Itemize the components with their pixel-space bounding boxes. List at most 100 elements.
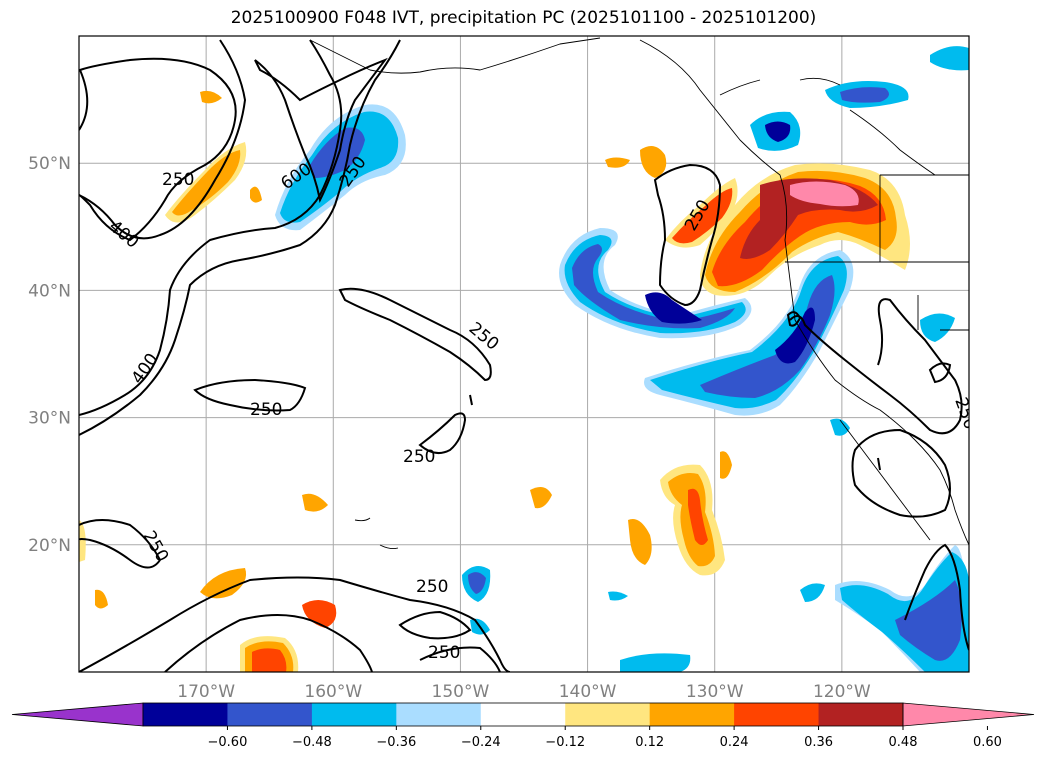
ivt-contour-400-main bbox=[79, 39, 401, 436]
colorbar-segment bbox=[565, 703, 651, 726]
precip-field-north2-blue bbox=[840, 87, 889, 103]
colorbar-tick-label: −0.24 bbox=[461, 735, 501, 750]
precip-negative-fields bbox=[275, 46, 969, 672]
contour-label: 250 bbox=[162, 170, 194, 190]
coastline bbox=[309, 37, 969, 550]
colorbar-frame bbox=[142, 702, 904, 727]
colorbar-tick-label: 0.36 bbox=[804, 735, 833, 750]
lon-tick-label: 130°W bbox=[686, 682, 744, 702]
precip-field-trop-c7 bbox=[920, 313, 955, 342]
map-panel bbox=[79, 36, 969, 672]
precip-field-trop7 bbox=[79, 520, 86, 562]
colorbar-segment bbox=[311, 703, 397, 726]
contour-label: 250 bbox=[403, 447, 435, 467]
precip-field-trop5 bbox=[530, 486, 552, 509]
colorbar-extend-high bbox=[902, 702, 1035, 727]
ivt-contour-small1 bbox=[928, 362, 952, 384]
colorbar-tick-label: 0.12 bbox=[635, 735, 664, 750]
colorbar-segment bbox=[396, 703, 482, 726]
precip-field-arc-blue bbox=[572, 244, 735, 329]
longitude-tick-labels: 170°W 160°W 150°W 140°W 130°W 120°W bbox=[177, 682, 871, 702]
ivt-contour-250-south bbox=[79, 576, 511, 672]
contour-label: 250 bbox=[428, 643, 460, 663]
ivt-contour-small2 bbox=[786, 311, 802, 327]
precip-field-trop-c1-blue bbox=[468, 572, 486, 594]
ivt-contour-250-ca bbox=[789, 298, 963, 435]
ivt-contour-small4 bbox=[877, 457, 881, 471]
precip-field-trop-c6 bbox=[830, 418, 850, 436]
precip-field-ca-blue bbox=[700, 275, 835, 398]
latitude-tick-labels: 50°N 40°N 30°N 20°N bbox=[28, 154, 71, 556]
precip-field-subtrop2 bbox=[628, 519, 652, 565]
map-content: 250 400 600 250 250 250 250 400 250 250 … bbox=[79, 36, 969, 672]
lon-tick-label: 150°W bbox=[432, 682, 490, 702]
ivt-contour-400-south2 bbox=[398, 610, 472, 640]
precip-field-spot-b bbox=[605, 157, 630, 168]
lat-tick-label: 30°N bbox=[28, 409, 71, 429]
precip-field-spot-a bbox=[640, 146, 667, 178]
lon-tick-label: 140°W bbox=[559, 682, 617, 702]
lat-tick-label: 40°N bbox=[28, 281, 71, 301]
precip-field-tongue-orange bbox=[672, 188, 733, 244]
precip-field-small2 bbox=[250, 186, 262, 203]
ivt-contours bbox=[79, 39, 969, 672]
ivt-contour-250-ne bbox=[653, 163, 722, 307]
chart-title: 2025100900 F048 IVT, precipitation PC (2… bbox=[230, 8, 817, 28]
contour-label: 250 bbox=[416, 577, 448, 597]
colorbar-tick-label: 0.24 bbox=[720, 735, 749, 750]
precip-field-north3 bbox=[930, 46, 969, 71]
map-frame bbox=[78, 35, 970, 673]
precip-field-trop-c3 bbox=[800, 583, 825, 602]
colorbar-tick-label: −0.60 bbox=[208, 735, 248, 750]
precip-field-trop1-red bbox=[252, 648, 287, 672]
precip-field-trop6 bbox=[95, 589, 108, 609]
colorbar-extend-low bbox=[11, 702, 144, 727]
ivt-contour-250-main bbox=[79, 39, 343, 416]
colorbar-tick-label: 0.48 bbox=[889, 735, 918, 750]
precip-field-arc-navy bbox=[645, 292, 702, 324]
precip-field-se-blue bbox=[895, 580, 962, 661]
colorbar-segment bbox=[143, 703, 228, 726]
colorbar-segment bbox=[227, 703, 313, 726]
ivt-contour-250-left bbox=[79, 519, 162, 569]
precip-field-subtrop-red bbox=[688, 488, 708, 545]
colorbar-tick-label: −0.12 bbox=[545, 735, 585, 750]
ivt-contour-600 bbox=[254, 57, 388, 204]
lon-tick-label: 120°W bbox=[813, 682, 871, 702]
contour-label: 250 bbox=[250, 400, 282, 420]
ivt-contour-400-nw bbox=[79, 39, 247, 240]
precip-field-north1-navy bbox=[765, 121, 791, 142]
precip-field-small1 bbox=[200, 90, 222, 104]
colorbar-tick-label: 0.60 bbox=[973, 735, 1002, 750]
ivt-contour-250-south3 bbox=[419, 646, 501, 672]
precip-field-nw-pink bbox=[790, 181, 859, 207]
colorbar-segment bbox=[818, 703, 904, 726]
ivt-contour-250-sw bbox=[193, 378, 307, 412]
precip-field-trop-c2 bbox=[620, 653, 691, 672]
lat-tick-label: 20°N bbox=[28, 536, 71, 556]
precip-positive-fields bbox=[79, 90, 910, 672]
lon-tick-label: 170°W bbox=[177, 682, 235, 702]
colorbar-tick-label: −0.36 bbox=[376, 735, 416, 750]
precip-field-trop3 bbox=[302, 600, 337, 628]
colorbar-segment bbox=[734, 703, 820, 726]
ivt-contour-250-se2 bbox=[904, 543, 969, 651]
lat-tick-label: 50°N bbox=[28, 154, 71, 174]
colorbar: −0.60 −0.48 −0.36 −0.24 −0.12 0.12 0.24 0.36 0.4… bbox=[11, 702, 1035, 750]
colorbar-segment bbox=[480, 703, 566, 726]
precip-field-subtrop3 bbox=[720, 451, 732, 479]
colorbar-segment bbox=[649, 703, 735, 726]
precip-field-trop-c5 bbox=[608, 591, 628, 601]
ivt-contour-250-mid2 bbox=[418, 412, 467, 455]
ivt-contour-250-se bbox=[851, 428, 951, 518]
precip-field-ca-navy bbox=[775, 307, 815, 364]
ivt-contour-250-mid bbox=[338, 287, 492, 382]
gridlines bbox=[79, 36, 969, 672]
lon-tick-label: 160°W bbox=[304, 682, 362, 702]
ivt-contour-small3 bbox=[469, 394, 473, 406]
ivt-contour-400-south bbox=[164, 614, 373, 672]
ivt-contour-250-nw bbox=[79, 57, 237, 242]
precip-field-trop2 bbox=[200, 568, 247, 599]
precip-field-trop4 bbox=[302, 493, 328, 512]
